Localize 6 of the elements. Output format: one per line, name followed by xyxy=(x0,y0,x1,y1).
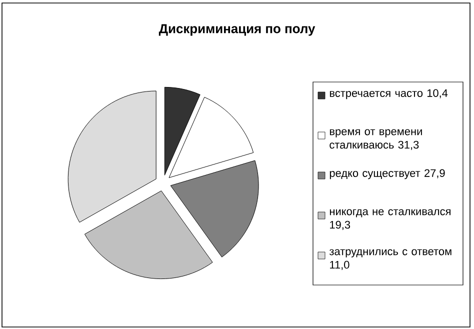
legend-label: время от времени сталкиваюсь 31,3 xyxy=(330,129,422,150)
legend-label: встречается часто 10,4 xyxy=(330,89,448,100)
chart-title: Дискриминация по полу xyxy=(158,24,316,36)
legend-label: никогда не сталкивался 19,3 xyxy=(330,209,450,230)
legend-label: затруднились с ответом 11,0 xyxy=(329,249,452,270)
legend-label: редко существует 27,9 xyxy=(330,169,445,180)
